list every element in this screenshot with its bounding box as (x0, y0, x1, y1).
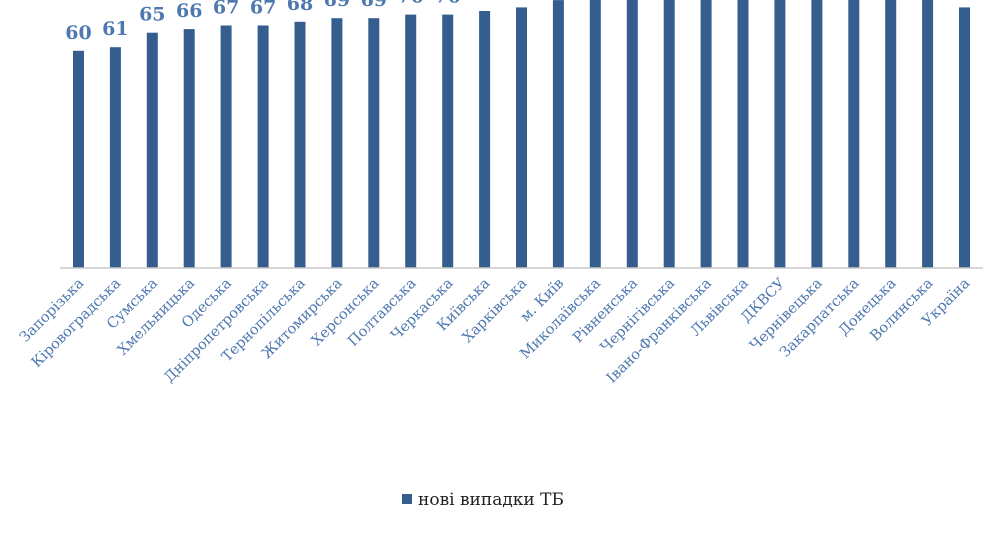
value-label-7: 69 (324, 0, 350, 11)
bar-0 (73, 50, 84, 268)
bar-17 (700, 0, 712, 268)
bar-9 (405, 14, 417, 268)
legend: нові випадки ТБ (402, 490, 564, 510)
bar-13 (552, 0, 564, 268)
bar-8 (368, 18, 380, 269)
bar-16 (663, 0, 675, 269)
value-label-8: 69 (361, 0, 387, 11)
value-label-5: 67 (250, 0, 276, 19)
bar-3 (183, 29, 195, 268)
bar-10 (442, 14, 454, 268)
value-label-1: 61 (102, 18, 128, 40)
bars-group (73, 0, 970, 269)
bar-19 (774, 0, 786, 269)
bar-4 (220, 25, 232, 268)
bar-11 (479, 11, 491, 268)
value-label-2: 65 (139, 4, 165, 26)
bar-23 (922, 0, 934, 268)
bar-12 (516, 7, 527, 269)
value-label-10: 70 (434, 0, 460, 8)
value-labels-group: 6061656667676869697070717274757576788081… (65, 0, 977, 44)
bar-24 (959, 7, 970, 269)
bar-7 (331, 18, 343, 269)
category-labels-group: ЗапорізькаКіровоградськаСумськаХмельниць… (17, 275, 974, 386)
bar-15 (626, 0, 638, 268)
bar-22 (885, 0, 897, 268)
bar-21 (848, 0, 860, 268)
bar-14 (589, 0, 601, 268)
value-label-3: 66 (176, 0, 202, 22)
bar-2 (146, 32, 158, 269)
value-label-0: 60 (65, 22, 91, 44)
bar-20 (811, 0, 823, 269)
legend-label: нові випадки ТБ (418, 490, 564, 510)
value-label-9: 70 (397, 0, 423, 8)
value-label-4: 67 (213, 0, 239, 19)
bar-1 (109, 47, 121, 269)
value-label-6: 68 (287, 0, 313, 15)
legend-swatch (402, 494, 412, 504)
value-label-11: 71 (471, 0, 497, 4)
bar-18 (737, 0, 749, 269)
bar-6 (294, 21, 306, 268)
bar-5 (257, 25, 269, 268)
